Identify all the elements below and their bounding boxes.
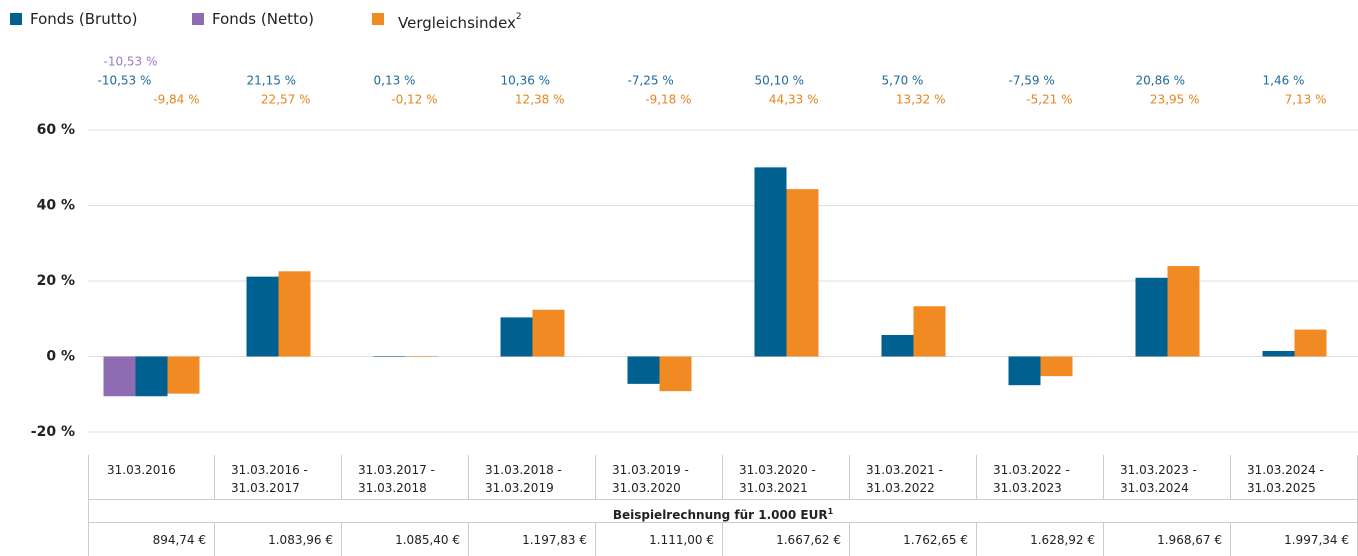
bar [405,356,438,357]
legend-name: Fonds (Netto) [212,10,314,28]
example-value: 1.968,67 € [1104,523,1231,556]
y-tick-label: -20 % [31,424,75,440]
legend-name: Fonds (Brutto) [30,10,138,28]
bar [1040,356,1073,377]
bar [1167,266,1200,357]
data-label: -5,21 % [1026,93,1072,107]
table-caption: Beispielrechnung für 1.000 EUR1 [88,500,1358,523]
bar [754,167,787,357]
bar [913,306,946,357]
bar [135,356,168,397]
example-value: 1.111,00 € [596,523,723,556]
x-tick-label: 31.03.2019 - 31.03.2020 [596,455,723,500]
legend-swatch [10,13,22,25]
example-value: 894,74 € [88,523,215,556]
bar [786,189,819,357]
bar [1008,356,1041,386]
data-label: -10,53 % [104,55,158,69]
data-label: -10,53 % [98,74,152,88]
bar [1135,277,1168,357]
data-label: -7,25 % [628,74,674,88]
x-tick-label: 31.03.2021 - 31.03.2022 [850,455,977,500]
legend-footnote: 2 [516,12,522,22]
bar [373,356,406,357]
legend-name: Vergleichsindex [398,14,516,32]
data-label: 1,46 % [1263,74,1305,88]
example-value: 1.762,65 € [850,523,977,556]
y-tick-label: 0 % [46,349,75,365]
data-label: 23,95 % [1150,93,1200,107]
example-value: 1.085,40 € [342,523,469,556]
y-tick-label: 60 % [37,122,75,138]
x-tick-label: 31.03.2016 - 31.03.2017 [215,455,342,500]
bar [627,356,660,384]
y-tick-label: 40 % [37,198,75,214]
data-label: -7,59 % [1009,74,1055,88]
example-value: 1.667,62 € [723,523,850,556]
x-tick-label: 31.03.2022 - 31.03.2023 [977,455,1104,500]
data-label: 20,86 % [1136,74,1186,88]
bar [1294,329,1327,357]
bar [278,271,311,357]
legend-label: Fonds (Netto) [212,10,314,28]
bar [532,309,565,357]
bar [167,356,200,394]
data-label: 21,15 % [247,74,297,88]
example-value: 1.197,83 € [469,523,596,556]
x-tick-label: 31.03.2017 - 31.03.2018 [342,455,469,500]
legend-label: Vergleichsindex2 [398,12,522,32]
x-tick-label: 31.03.2023 - 31.03.2024 [1104,455,1231,500]
example-value: 1.628,92 € [977,523,1104,556]
example-value: 1.083,96 € [215,523,342,556]
data-label: -0,12 % [391,93,437,107]
legend-label: Fonds (Brutto) [30,10,138,28]
data-label: 13,32 % [896,93,946,107]
bar [1262,350,1295,357]
example-value: 1.997,34 € [1231,523,1358,556]
caption-footnote: 1 [827,507,834,516]
x-tick-label: 31.03.2024 - 31.03.2025 [1231,455,1358,500]
bar [500,317,533,357]
data-label: 5,70 % [882,74,924,88]
data-label: 50,10 % [755,74,805,88]
x-tick-label: 31.03.2018 - 31.03.2019 [469,455,596,500]
bar [659,356,692,392]
data-label: 0,13 % [374,74,416,88]
data-label: -9,18 % [645,93,691,107]
x-tick-label: 31.03.2020 - 31.03.2021 [723,455,850,500]
example-table: 31.03.2016 31.03.2016 - 31.03.2017 31.03.2… [88,455,1358,556]
bar [103,356,136,397]
data-label: 22,57 % [261,93,311,107]
legend-swatch [372,13,384,25]
data-label: 7,13 % [1285,93,1327,107]
bar [246,276,279,357]
data-label: 44,33 % [769,93,819,107]
y-tick-label: 20 % [37,273,75,289]
bar [881,334,914,357]
data-label: -9,84 % [153,93,199,107]
legend-swatch [192,13,204,25]
x-tick-label: 31.03.2016 [88,455,215,500]
data-label: 12,38 % [515,93,565,107]
chart: Fonds (Brutto) Fonds (Netto) Vergleichsind… [10,10,1358,440]
data-label: 10,36 % [501,74,551,88]
caption-text: Beispielrechnung für 1.000 EUR [612,508,828,522]
